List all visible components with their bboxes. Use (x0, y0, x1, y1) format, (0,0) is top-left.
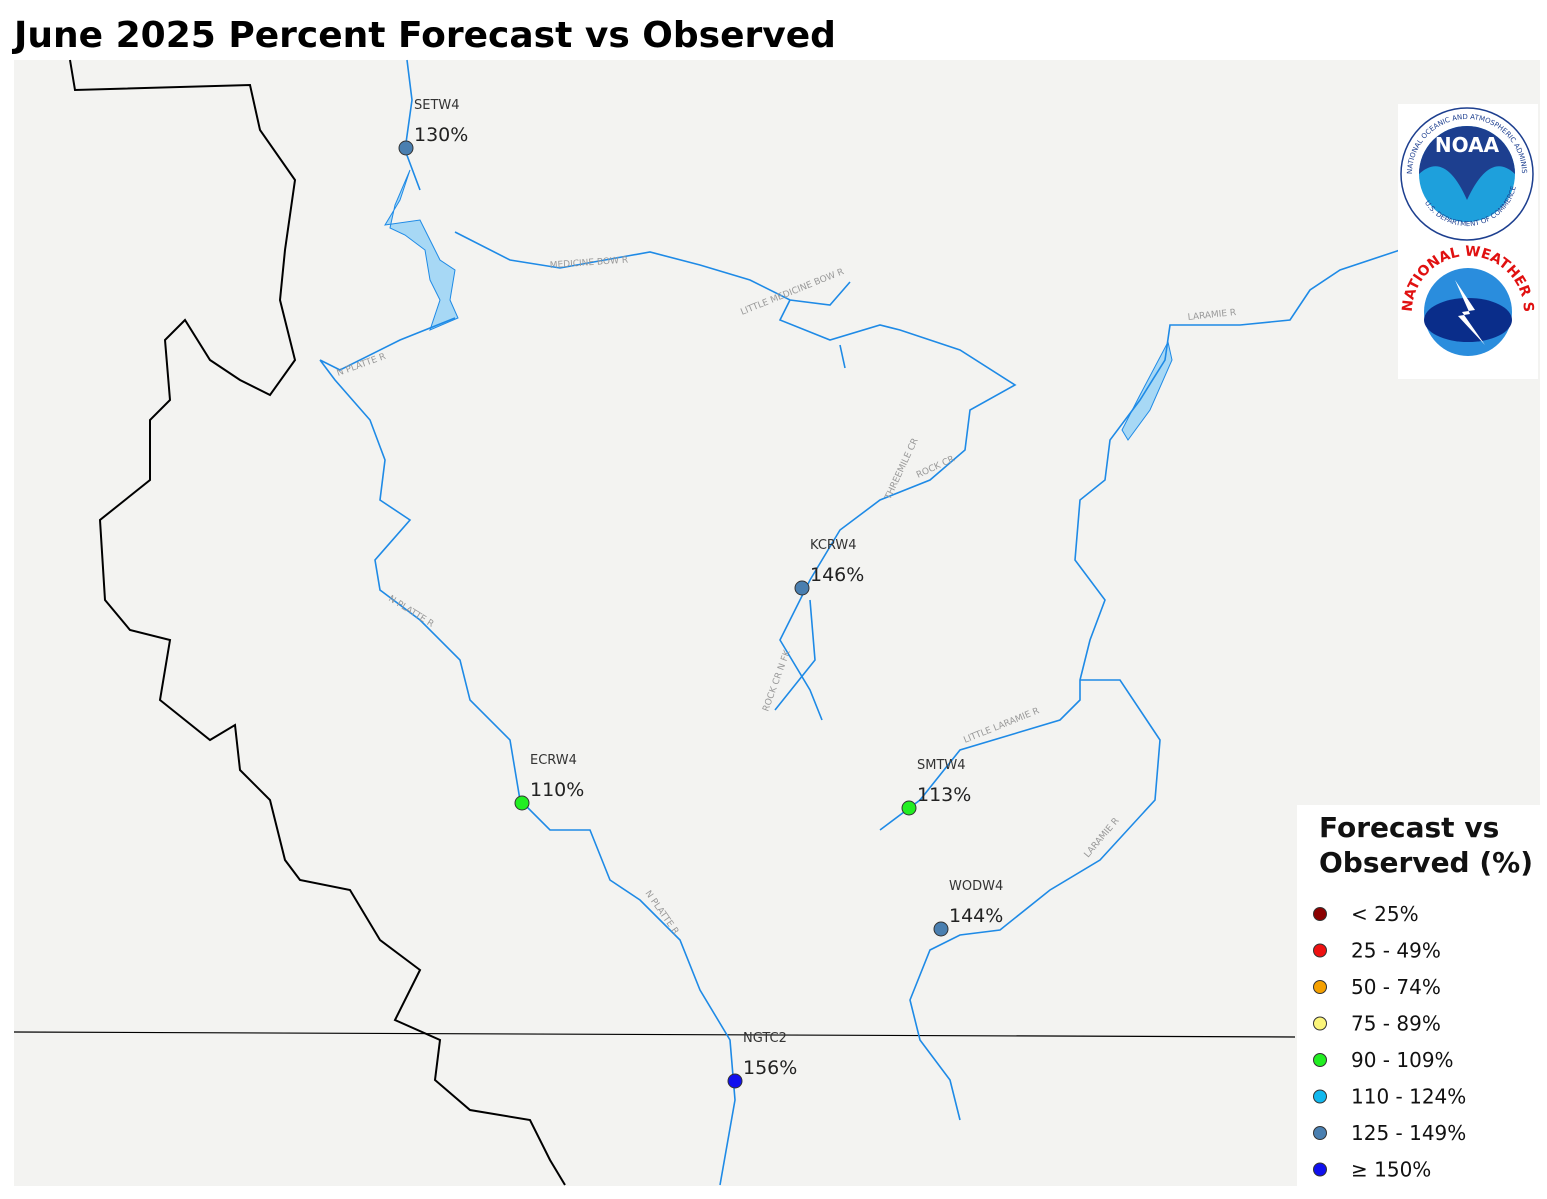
station-dot (794, 580, 810, 596)
station-percent: 156% (743, 1057, 797, 1079)
county-boundary (69, 59, 566, 1186)
river (778, 299, 1017, 721)
legend-swatch (1313, 943, 1327, 958)
river (879, 249, 1401, 831)
station-id: SETW4 (414, 98, 460, 113)
legend-label: ≥ 150% (1351, 1158, 1431, 1182)
station-id: KCRW4 (810, 538, 857, 553)
river (839, 344, 846, 369)
station-id: NGTC2 (743, 1031, 787, 1046)
nws-bolt (1455, 280, 1485, 345)
station-id: ECRW4 (530, 753, 577, 768)
noaa-text: NOAA (1435, 133, 1500, 157)
terrain (14, 60, 1540, 1186)
river (319, 317, 736, 1186)
legend-swatch (1313, 1162, 1327, 1177)
state-line (13, 1031, 1296, 1038)
legend-swatch (1313, 980, 1327, 994)
station-dot (933, 921, 949, 937)
station-percent: 110% (530, 779, 584, 801)
station-percent: 144% (949, 905, 1003, 927)
station-dot (398, 140, 414, 156)
station-percent: 130% (414, 124, 468, 146)
legend-title: Forecast vs (1319, 811, 1499, 844)
legend-swatch (1313, 1053, 1327, 1067)
reservoir (384, 169, 459, 331)
legend-label: 50 - 74% (1351, 975, 1441, 999)
river (454, 231, 851, 306)
legend-label: 90 - 109% (1351, 1048, 1454, 1072)
station-dot (514, 795, 530, 811)
station-dot (901, 800, 917, 816)
river (909, 679, 1161, 1121)
legend-label: 110 - 124% (1351, 1085, 1466, 1109)
legend-swatch (1313, 1126, 1327, 1140)
legend-label: < 25% (1351, 902, 1419, 926)
title: June 2025 Percent Forecast vs Observed (11, 15, 836, 56)
station-id: SMTW4 (917, 758, 966, 773)
legend-label: 75 - 89% (1351, 1012, 1441, 1036)
noaa-top (1419, 126, 1515, 200)
legend-swatch (1313, 1089, 1327, 1104)
station-id: WODW4 (949, 879, 1003, 894)
nws-cloud (1424, 298, 1512, 342)
legend-bg (1297, 805, 1547, 1191)
legend-title: Observed (%) (1319, 846, 1533, 879)
lake (1121, 340, 1173, 441)
station-percent: 113% (917, 784, 971, 806)
legend-swatch (1313, 1016, 1327, 1031)
river (774, 599, 816, 711)
legend-label: 125 - 149% (1351, 1121, 1466, 1145)
station-dot (727, 1073, 743, 1089)
station-percent: 146% (810, 564, 864, 586)
legend-swatch (1313, 907, 1327, 921)
legend-label: 25 - 49% (1351, 939, 1441, 963)
river (404, 59, 421, 191)
